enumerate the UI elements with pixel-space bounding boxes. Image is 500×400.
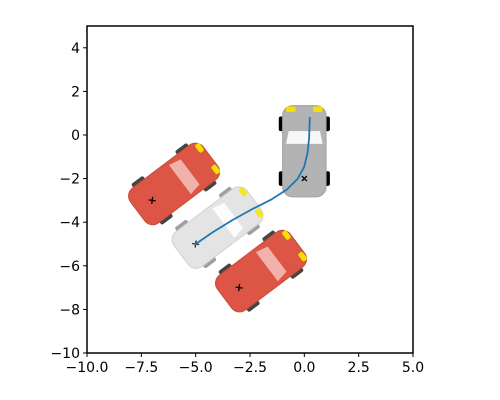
x-tick-label: 5.0 — [402, 360, 424, 376]
vehicle-reference-marker — [235, 284, 243, 292]
vehicle-ego-goal — [278, 105, 330, 198]
vehicle-body — [128, 142, 221, 226]
vehicle-headlight — [195, 143, 204, 153]
x-tick-label: −7.5 — [124, 360, 158, 376]
vehicle-windshield — [212, 202, 243, 238]
x-tick-label: −10.0 — [66, 360, 109, 376]
vehicle-windshield — [255, 246, 287, 282]
y-tick-label: 2 — [71, 84, 80, 100]
x-tick-label: 2.5 — [348, 360, 370, 376]
y-tick-label: 0 — [71, 128, 80, 144]
vehicle-headlight — [313, 106, 323, 112]
vehicle-windshield — [286, 131, 323, 144]
vehicle-body — [282, 105, 327, 198]
y-tick-label: −4 — [59, 215, 80, 231]
y-tick-label: −2 — [59, 172, 80, 188]
vehicle-headlight — [238, 186, 248, 197]
y-tick-label: −10 — [50, 346, 80, 362]
plot-content — [128, 105, 330, 313]
vehicle-reference-marker — [148, 196, 156, 204]
vehicle-obstacle — [128, 142, 221, 226]
vehicle-headlight — [254, 208, 264, 218]
x-tick-label: −5.0 — [179, 360, 213, 376]
y-tick-label: 4 — [71, 41, 80, 57]
vehicle-body — [214, 229, 308, 313]
vehicle-headlight — [286, 106, 296, 112]
x-tick-label: −2.5 — [233, 360, 267, 376]
axis-ticks: −10.0 −7.5 −5.0 −2.5 0.0 2.5 5.0 −10 −8 −6 −4 −2 0 2 4 — [50, 41, 424, 376]
vehicle-body — [171, 186, 264, 269]
vehicle-ego-start — [171, 186, 264, 269]
y-tick-label: −8 — [59, 302, 80, 318]
plot-area — [128, 105, 330, 313]
vehicle-headlight — [211, 164, 220, 175]
y-tick-label: −6 — [59, 259, 80, 275]
vehicle-windshield — [168, 159, 200, 195]
trajectory-path — [194, 116, 311, 245]
vehicle-headlight — [298, 251, 307, 262]
vehicle-obstacle — [214, 229, 308, 313]
x-tick-label: 0.0 — [293, 360, 315, 376]
vehicle-headlight — [282, 230, 291, 240]
vehicle-reference-marker — [301, 175, 308, 182]
